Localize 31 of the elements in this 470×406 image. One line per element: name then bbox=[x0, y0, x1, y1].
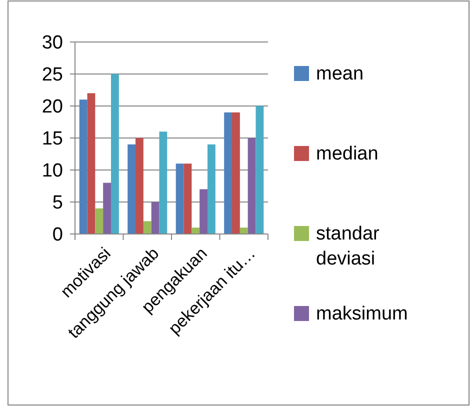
bar bbox=[79, 100, 88, 234]
bar bbox=[232, 112, 240, 234]
bar bbox=[184, 164, 192, 234]
y-tick-label: 15 bbox=[42, 128, 63, 150]
y-tick-label: 25 bbox=[42, 64, 63, 86]
bar bbox=[136, 138, 144, 234]
bar bbox=[200, 189, 208, 234]
bar bbox=[224, 112, 232, 234]
y-tick-label: 20 bbox=[42, 96, 63, 118]
bar bbox=[103, 182, 111, 234]
bar bbox=[87, 93, 96, 234]
bar bbox=[143, 221, 152, 234]
legend-label: standar deviasi bbox=[316, 224, 380, 270]
legend-label: median bbox=[316, 144, 378, 165]
legend-label: maksimum bbox=[316, 304, 408, 325]
bar bbox=[240, 228, 248, 234]
bar bbox=[256, 106, 264, 234]
y-tick-label: 30 bbox=[42, 32, 63, 54]
y-tick-label: 10 bbox=[42, 160, 63, 182]
bar bbox=[207, 144, 216, 234]
y-tick-label: 5 bbox=[52, 192, 63, 214]
bar bbox=[176, 164, 184, 234]
legend-label: mean bbox=[316, 64, 364, 85]
y-tick-label: 0 bbox=[52, 224, 63, 246]
bar bbox=[151, 202, 160, 234]
bar bbox=[248, 138, 256, 234]
bar bbox=[159, 132, 168, 234]
bar bbox=[95, 208, 104, 234]
bar bbox=[192, 228, 200, 234]
bar bbox=[128, 144, 136, 234]
bar bbox=[110, 74, 119, 234]
